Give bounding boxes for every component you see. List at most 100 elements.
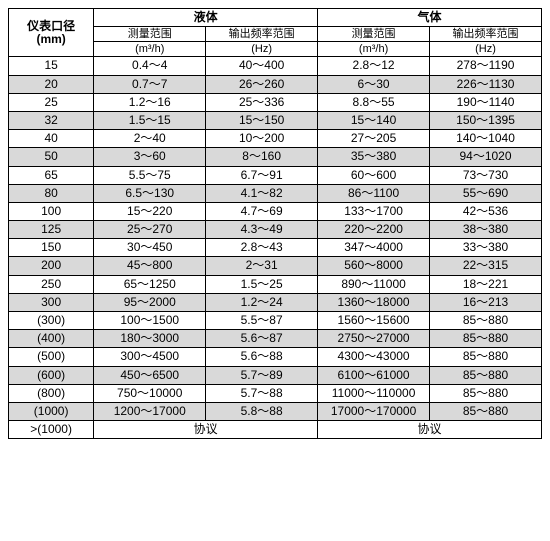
table-row: 321.5～1515～15015～140150～1395 — [9, 111, 542, 129]
cell: 4.1～82 — [206, 184, 318, 202]
table-row: 30095～20001.2～241360～1800016～213 — [9, 293, 542, 311]
cell: 22～315 — [430, 257, 542, 275]
cell: 300 — [9, 293, 94, 311]
table-row: 20045～8002～31560～800022～315 — [9, 257, 542, 275]
cell: 40～400 — [206, 57, 318, 75]
cell: 17000～170000 — [318, 402, 430, 420]
cell: 140～1040 — [430, 130, 542, 148]
table-row: 402～4010～20027～205140～1040 — [9, 130, 542, 148]
diameter-unit: (mm) — [9, 33, 93, 46]
cell: 1.2～16 — [94, 93, 206, 111]
cell: 25～270 — [94, 221, 206, 239]
cell: 35～380 — [318, 148, 430, 166]
gas-freq-unit: (Hz) — [430, 42, 542, 57]
table-row: 806.5～1304.1～8286～110055～690 — [9, 184, 542, 202]
cell: 16～213 — [430, 293, 542, 311]
cell: 15～140 — [318, 111, 430, 129]
cell: (300) — [9, 312, 94, 330]
table-row: 25065～12501.5～25890～1100018～221 — [9, 275, 542, 293]
cell: 5.8～88 — [206, 402, 318, 420]
cell: 450～6500 — [94, 366, 206, 384]
spec-table: 仪表口径 (mm) 液体 气体 测量范围 输出频率范围 测量范围 输出频率范围 … — [8, 8, 542, 439]
gas-meas-unit: (m³/h) — [318, 42, 430, 57]
cell: 2～31 — [206, 257, 318, 275]
cell: 33～380 — [430, 239, 542, 257]
cell: 890～11000 — [318, 275, 430, 293]
cell: 20 — [9, 75, 94, 93]
cell: (500) — [9, 348, 94, 366]
col-liquid: 液体 — [94, 9, 318, 27]
cell: 180～3000 — [94, 330, 206, 348]
cell: 55～690 — [430, 184, 542, 202]
liquid-freq-unit: (Hz) — [206, 42, 318, 57]
cell: 3～60 — [94, 148, 206, 166]
cell: 278～1190 — [430, 57, 542, 75]
cell: 45～800 — [94, 257, 206, 275]
cell: 6100～61000 — [318, 366, 430, 384]
cell: 38～380 — [430, 221, 542, 239]
cell: 250 — [9, 275, 94, 293]
table-row: 150.4～440～4002.8～12278～1190 — [9, 57, 542, 75]
cell: 27～205 — [318, 130, 430, 148]
col-gas: 气体 — [318, 9, 542, 27]
cell: 1560～15600 — [318, 312, 430, 330]
cell: 6.7～91 — [206, 166, 318, 184]
cell: 5.5～87 — [206, 312, 318, 330]
cell: 5.6～88 — [206, 348, 318, 366]
cell: 95～2000 — [94, 293, 206, 311]
cell: 100～1500 — [94, 312, 206, 330]
cell: 125 — [9, 221, 94, 239]
cell: 30～450 — [94, 239, 206, 257]
gas-freq-label: 输出频率范围 — [430, 27, 542, 42]
cell: 1.5～25 — [206, 275, 318, 293]
cell: 347～4000 — [318, 239, 430, 257]
cell: 200 — [9, 257, 94, 275]
cell: 80 — [9, 184, 94, 202]
cell: 26～260 — [206, 75, 318, 93]
cell: 85～880 — [430, 402, 542, 420]
col-diameter: 仪表口径 (mm) — [9, 9, 94, 57]
table-row: 655.5～756.7～9160～60073～730 — [9, 166, 542, 184]
table-row: (300)100～15005.5～871560～1560085～880 — [9, 312, 542, 330]
cell: 1200～17000 — [94, 402, 206, 420]
cell: (600) — [9, 366, 94, 384]
table-row: 251.2～1625～3368.8～55190～1140 — [9, 93, 542, 111]
table-row: (600)450～65005.7～896100～6100085～880 — [9, 366, 542, 384]
cell: (1000) — [9, 402, 94, 420]
table-row-footer: >(1000)协议协议 — [9, 421, 542, 439]
table-header: 仪表口径 (mm) 液体 气体 测量范围 输出频率范围 测量范围 输出频率范围 … — [9, 9, 542, 57]
cell: 150～1395 — [430, 111, 542, 129]
cell: (800) — [9, 384, 94, 402]
cell: 220～2200 — [318, 221, 430, 239]
cell: 2～40 — [94, 130, 206, 148]
cell: 85～880 — [430, 330, 542, 348]
cell: 15 — [9, 57, 94, 75]
cell: 150 — [9, 239, 94, 257]
cell: 5.7～89 — [206, 366, 318, 384]
table-body: 150.4～440～4002.8～12278～1190200.7～726～260… — [9, 57, 542, 439]
cell: 15～220 — [94, 202, 206, 220]
cell: >(1000) — [9, 421, 94, 439]
table-row: 503～608～16035～38094～1020 — [9, 148, 542, 166]
table-row: (400)180～30005.6～872750～2700085～880 — [9, 330, 542, 348]
cell: (400) — [9, 330, 94, 348]
cell: 133～1700 — [318, 202, 430, 220]
cell: 65 — [9, 166, 94, 184]
cell: 11000～110000 — [318, 384, 430, 402]
table-row: (500)300～45005.6～884300～4300085～880 — [9, 348, 542, 366]
cell: 18～221 — [430, 275, 542, 293]
cell: 85～880 — [430, 384, 542, 402]
cell: 100 — [9, 202, 94, 220]
cell: 40 — [9, 130, 94, 148]
cell: 226～1130 — [430, 75, 542, 93]
cell: 协议 — [94, 421, 318, 439]
cell: 6.5～130 — [94, 184, 206, 202]
cell: 94～1020 — [430, 148, 542, 166]
cell: 50 — [9, 148, 94, 166]
table-row: (800)750～100005.7～8811000～11000085～880 — [9, 384, 542, 402]
cell: 73～730 — [430, 166, 542, 184]
cell: 65～1250 — [94, 275, 206, 293]
cell: 560～8000 — [318, 257, 430, 275]
table-row: 12525～2704.3～49220～220038～380 — [9, 221, 542, 239]
cell: 300～4500 — [94, 348, 206, 366]
